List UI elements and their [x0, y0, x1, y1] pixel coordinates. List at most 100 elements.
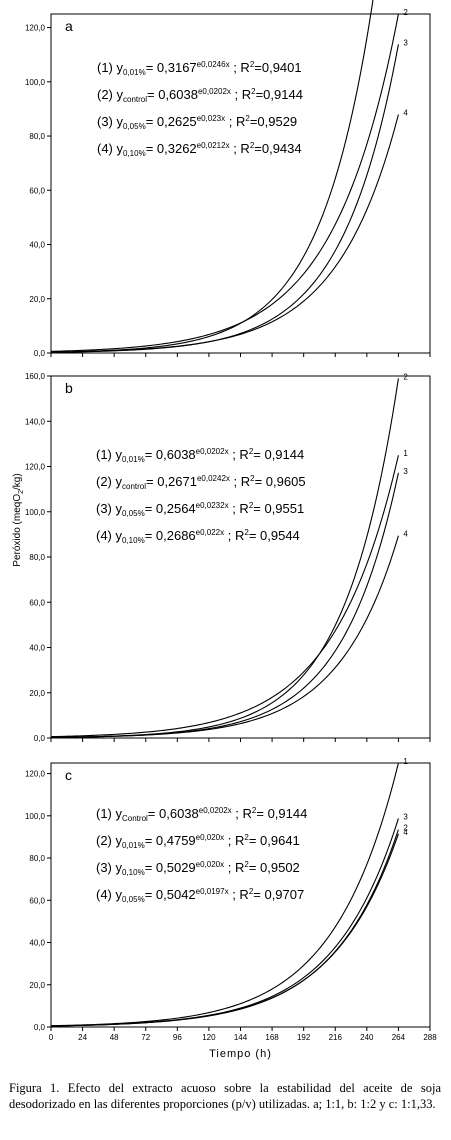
series-line-4: [50, 833, 399, 1027]
r2-value: = 0,9144: [256, 806, 307, 821]
equation-y: y: [116, 447, 123, 462]
equation-exponent: e0,023x: [197, 114, 225, 123]
y-tick-label: 80,0: [29, 132, 45, 141]
series-label-4: 4: [403, 530, 408, 539]
y-tick-label: 120,0: [25, 24, 46, 33]
equation-coefficient: = 0,4759: [145, 833, 196, 848]
equation-number: (3): [96, 501, 116, 516]
x-tick-label: 192: [297, 1033, 311, 1042]
x-tick-label: 264: [392, 1033, 406, 1042]
equation-subscript: control: [123, 95, 147, 104]
y-tick-label: 60,0: [29, 186, 45, 195]
equation-subscript: 0,05%: [122, 509, 145, 518]
equation-3: (3) y0,05%= 0,2625e0,023x ; R2=0,9529: [97, 114, 297, 131]
equation-subscript: 0,01%: [122, 841, 145, 850]
r2-value: = 0,9707: [253, 887, 304, 902]
r2-value: = 0,9641: [249, 833, 300, 848]
equation-number: (4): [96, 887, 116, 902]
y-tick-label: 0,0: [34, 1023, 46, 1032]
equation-number: (1): [96, 806, 116, 821]
equation-subscript: 0,01%: [122, 455, 145, 464]
equation-exponent: e0,020x: [196, 833, 224, 842]
r2-symbol: R: [239, 887, 248, 902]
r2-symbol: R: [239, 447, 248, 462]
r2-symbol: R: [236, 114, 245, 129]
equation-subscript: Control: [122, 814, 148, 823]
series-line-1: [50, 0, 374, 353]
equation-separator: ;: [224, 833, 235, 848]
equation-number: (2): [97, 87, 117, 102]
x-tick-label: 240: [360, 1033, 374, 1042]
r2-superscript: 2: [250, 474, 255, 483]
equation-coefficient: = 0,2671: [146, 474, 197, 489]
y-tick-label: 140,0: [25, 417, 46, 426]
equation-y: y: [117, 60, 124, 75]
equation-separator: ;: [225, 114, 236, 129]
r2-superscript: 2: [251, 87, 256, 96]
equation-exponent: e0,0246x: [197, 60, 230, 69]
equation-3: (3) y0,05%= 0,2564e0,0232x ; R2= 0,9551: [96, 501, 304, 518]
equation-y: y: [116, 860, 123, 875]
equation-coefficient: = 0,5042: [145, 887, 196, 902]
y-tick-label: 20,0: [29, 981, 45, 990]
equation-coefficient: = 0,3167: [146, 60, 197, 75]
equation-exponent: e0,0212x: [197, 141, 230, 150]
y-tick-label: 100,0: [25, 508, 46, 517]
series-label-1: 1: [403, 449, 408, 458]
equation-number: (4): [97, 141, 117, 156]
series-label-2: 2: [403, 8, 408, 17]
r2-symbol: R: [243, 806, 252, 821]
series-label-2: 2: [403, 372, 408, 381]
equation-separator: ;: [230, 60, 241, 75]
y-tick-label: 120,0: [25, 463, 46, 472]
equation-1: (1) y0,01%= 0,6038e0,0202x ; R2= 0,9144: [96, 447, 304, 464]
y-tick-label: 20,0: [29, 295, 45, 304]
r2-symbol: R: [241, 474, 250, 489]
y-tick-label: 100,0: [25, 812, 46, 821]
y-tick-label: 60,0: [29, 896, 45, 905]
equation-separator: ;: [230, 141, 241, 156]
x-tick-label: 48: [110, 1033, 119, 1042]
series-line-4: [50, 535, 399, 738]
equation-number: (1): [97, 60, 117, 75]
equation-2: (2) ycontrol= 0,6038e0,0202x ; R2=0,9144: [97, 87, 303, 104]
y-axis-label: Peróxido (meqO2/kg): [12, 473, 25, 566]
r2-value: =0,9434: [254, 141, 301, 156]
panel-letter: a: [65, 18, 73, 34]
r2-value: = 0,9605: [255, 474, 306, 489]
figure-caption: Figura 1. Efecto del extracto acuoso sob…: [9, 1081, 441, 1111]
equation-coefficient: = 0,5029: [145, 860, 196, 875]
y-tick-label: 0,0: [34, 734, 46, 743]
y-tick-label: 100,0: [25, 78, 46, 87]
r2-superscript: 2: [249, 447, 254, 456]
y-tick-label: 160,0: [25, 372, 46, 381]
equation-number: (4): [96, 528, 116, 543]
r2-superscript: 2: [244, 833, 249, 842]
equation-exponent: e0,0197x: [196, 887, 229, 896]
equation-number: (3): [97, 114, 117, 129]
series-line-4: [50, 114, 399, 353]
equation-3: (3) y0,10%= 0,5029e0,020x ; R2= 0,9502: [96, 860, 300, 877]
equation-exponent: e0,020x: [196, 860, 224, 869]
r2-symbol: R: [242, 87, 251, 102]
x-tick-label: 96: [173, 1033, 182, 1042]
r2-superscript: 2: [250, 60, 255, 69]
equation-subscript: 0,10%: [122, 536, 145, 545]
equation-number: (2): [96, 833, 116, 848]
equation-exponent: e0,0202x: [196, 447, 229, 456]
panel-letter: b: [65, 380, 73, 396]
r2-value: = 0,9502: [249, 860, 300, 875]
equation-subscript: control: [122, 482, 146, 491]
equation-exponent: e0,0242x: [197, 474, 230, 483]
equation-exponent: e0,0232x: [196, 501, 229, 510]
y-tick-label: 0,0: [34, 349, 46, 358]
x-axis-label: Tiempo (h): [209, 1048, 272, 1060]
x-tick-label: 288: [423, 1033, 437, 1042]
panel-letter: c: [65, 767, 72, 783]
r2-superscript: 2: [249, 501, 254, 510]
equation-exponent: e0,022x: [196, 528, 224, 537]
r2-symbol: R: [235, 833, 244, 848]
